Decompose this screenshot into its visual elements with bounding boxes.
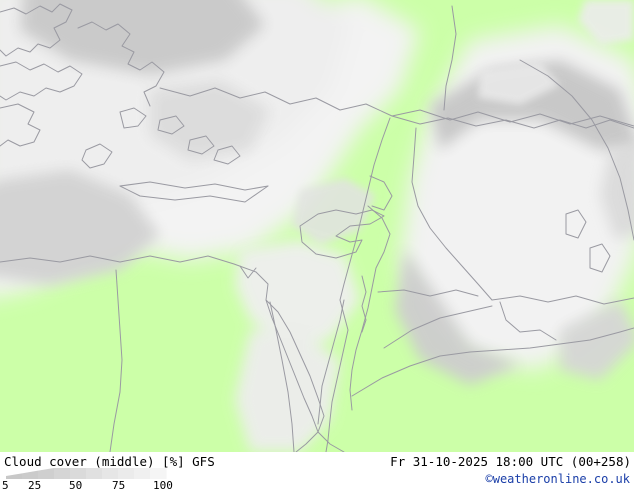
cloud-cover-map-svg (0, 0, 634, 452)
colorbar-swatch-35 (54, 468, 71, 479)
cloud-tail-sinai (235, 240, 360, 345)
map-footer: Cloud cover (middle) [%] GFS Fr 31-10-20… (0, 452, 634, 490)
island-kythira (81, 143, 113, 169)
cloud-fringe-south-levant (395, 250, 520, 385)
cloud-arc-cyprus (292, 178, 375, 245)
gulf-of-suez-east (265, 299, 325, 433)
map-canvas[interactable] (0, 0, 634, 452)
valid-time-label: Fr 31-10-2025 18:00 UTC (00+258) (390, 454, 631, 469)
nile-delta (239, 265, 257, 279)
border-egypt-libya (109, 269, 123, 452)
product-title: Cloud cover (middle) [%] GFS (4, 454, 215, 469)
colorbar-swatch-65 (102, 468, 119, 479)
coast-crete-north (119, 181, 269, 191)
lake-tharthar (565, 209, 587, 239)
gulf-of-aqaba (317, 299, 345, 425)
coast-greece-north (0, 3, 73, 57)
border-jordan-saudi-north (377, 289, 479, 297)
cloud-fringe-central (150, 80, 270, 160)
copyright-label: ©weatheronline.co.uk (485, 472, 631, 486)
colorbar-swatch-85 (134, 468, 151, 479)
red-sea-east (317, 431, 345, 452)
river-nile (269, 301, 295, 452)
coastline-layer (0, 3, 634, 452)
cloud-patch-north-syria (478, 62, 560, 105)
border-lebanon (369, 175, 393, 211)
border-saudi-north (351, 327, 634, 397)
colorbar-swatch-45 (70, 468, 87, 479)
colorbar-tick-25: 25 (28, 479, 42, 490)
cloud-fringe-southwest (0, 170, 160, 285)
border-turkey-iraq-north (443, 5, 457, 111)
gulf-of-suez-west (265, 299, 319, 433)
island-kos (187, 135, 215, 155)
border-iraq-saudi (491, 295, 634, 305)
colorbar-tick-100: 100 (153, 479, 173, 490)
colorbar-legend[interactable]: 5 25 50 75 100 (0, 468, 200, 490)
island-naxos (119, 107, 147, 129)
cloud-fringe-north-aegean (20, 0, 265, 75)
colorbar-swatch-75 (118, 468, 135, 479)
colorbar-tick-75: 75 (112, 479, 126, 490)
cloud-cover-layer (0, 0, 634, 452)
colorbar-swatch-100 (150, 468, 167, 479)
lake-razazah (589, 243, 611, 273)
colorbar-swatch-15 (22, 470, 38, 479)
coast-greece-central (0, 61, 83, 101)
coast-crete-south (119, 185, 269, 203)
coast-aegean-east (77, 21, 165, 107)
border-syria-iraq (411, 127, 493, 301)
island-ikaria (157, 115, 185, 135)
colorbar-swatch-5 (6, 473, 22, 479)
colorbar-tick-5: 5 (2, 479, 9, 490)
dead-sea (361, 275, 367, 333)
border-iraq-iran (519, 59, 634, 241)
cloud-fringe-southeast (560, 300, 634, 380)
island-rhodes (213, 145, 241, 165)
cloud-band-zagros (600, 142, 634, 240)
red-sea-west (295, 431, 319, 452)
border-layer (109, 5, 634, 452)
coast-peloponnese (0, 103, 41, 147)
island-cyprus (299, 209, 385, 259)
colorbar-swatch-25 (38, 468, 54, 479)
border-kuwait (499, 301, 557, 341)
colorbar-tick-50: 50 (69, 479, 83, 490)
cloud-patch-northeast (578, 0, 634, 45)
coast-egypt-north (0, 255, 269, 301)
colorbar-swatches (6, 468, 167, 479)
coast-turkey-south (159, 87, 634, 127)
border-israel-jordan (349, 205, 391, 411)
border-jordan-saudi-south (383, 305, 493, 349)
colorbar-swatch-55 (86, 468, 103, 479)
border-turkey-syria (391, 115, 634, 129)
